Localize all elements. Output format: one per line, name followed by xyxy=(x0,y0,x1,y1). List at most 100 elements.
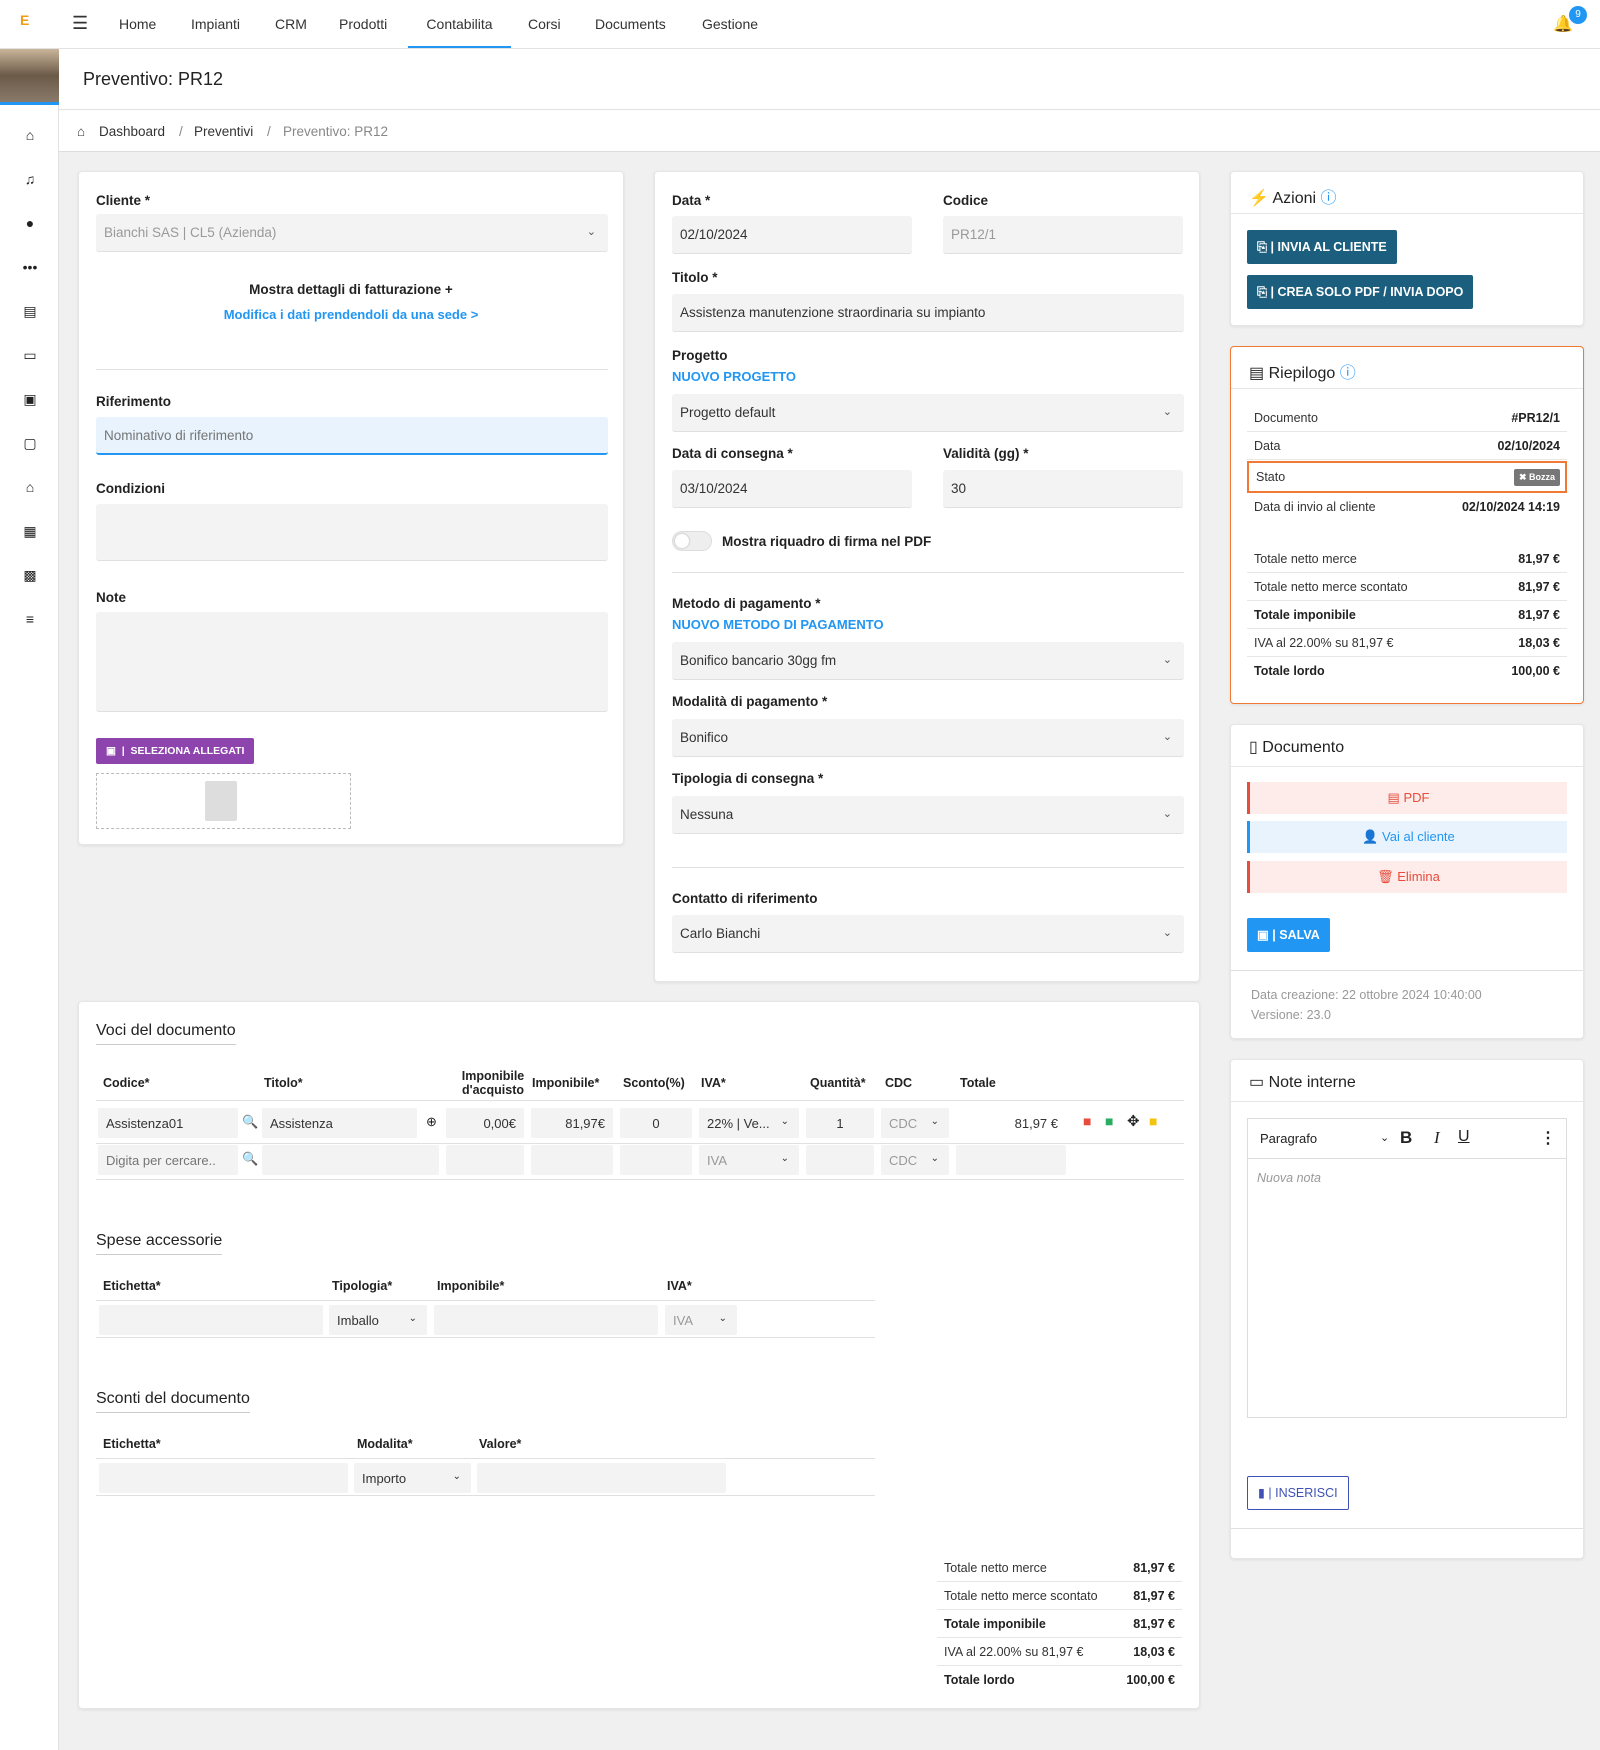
show-billing-toggle[interactable]: Mostra dettagli di fatturazione + xyxy=(249,282,453,297)
search-icon[interactable]: 🔍 xyxy=(242,1114,259,1129)
tipologia-select[interactable]: Nessuna ⌄ xyxy=(672,796,1184,834)
avatar[interactable] xyxy=(0,49,59,105)
chat-icon[interactable]: ● xyxy=(25,215,35,231)
search-icon[interactable]: 🔍 xyxy=(242,1151,259,1166)
nav-prodotti[interactable]: Prodotti xyxy=(339,16,388,32)
edit-from-site-link[interactable]: Modifica i dati prendendoli da una sede … xyxy=(223,307,479,322)
sconto-cell[interactable] xyxy=(620,1145,692,1175)
nav-contabilita[interactable]: Contabilita xyxy=(408,16,511,48)
total-row: Totale imponibile 81,97 € xyxy=(937,1610,1182,1638)
nav-gestione[interactable]: Gestione xyxy=(702,16,759,32)
plus-circle-icon[interactable]: ⊕ xyxy=(426,1114,437,1129)
home-icon[interactable]: ⌂ xyxy=(77,124,86,139)
archive-icon[interactable]: ▢ xyxy=(23,435,37,451)
money-icon[interactable]: ▣ xyxy=(23,391,37,407)
inbox-icon[interactable]: ▭ xyxy=(23,347,37,363)
file-icon: ▯ xyxy=(1249,739,1258,756)
qty-cell[interactable] xyxy=(806,1145,874,1175)
trash-icon[interactable]: ■ xyxy=(1083,1113,1092,1129)
imponibile-cell[interactable] xyxy=(531,1145,613,1175)
imponibile-input[interactable] xyxy=(434,1305,658,1335)
invia-cliente-button[interactable]: ⎘ | INVIA AL CLIENTE xyxy=(1247,230,1397,264)
note-textarea[interactable] xyxy=(96,612,608,712)
iva-select[interactable]: IVA ⌄ xyxy=(699,1145,799,1175)
firma-toggle[interactable] xyxy=(672,531,712,551)
select-attachments-button[interactable]: ▣ | SELEZIONA ALLEGATI xyxy=(96,738,255,764)
data-input[interactable]: 02/10/2024 xyxy=(672,216,912,254)
breadcrumb-preventivi[interactable]: Preventivi xyxy=(194,124,254,139)
cdc-select[interactable]: CDC ⌄ xyxy=(881,1145,949,1175)
metodo-select[interactable]: Bonifico bancario 30gg fm ⌄ xyxy=(672,642,1184,680)
chevron-down-icon: ⌄ xyxy=(586,226,596,238)
nav-crm[interactable]: CRM xyxy=(275,16,307,32)
nav-home[interactable]: Home xyxy=(119,16,157,32)
unlock-icon[interactable]: ■ xyxy=(1149,1113,1158,1129)
imponibile-cell[interactable]: 81,97€ xyxy=(531,1108,613,1138)
contact-icon[interactable]: ▦ xyxy=(23,523,37,539)
settings-icon[interactable]: ≡ xyxy=(25,611,35,627)
titolo-cell[interactable] xyxy=(262,1145,439,1175)
italic-icon[interactable]: I xyxy=(1434,1128,1440,1147)
note-label: Note xyxy=(96,590,126,605)
nav-corsi[interactable]: Corsi xyxy=(528,16,561,32)
acquisto-cell[interactable]: 0,00€ xyxy=(446,1108,524,1138)
etichetta-input[interactable] xyxy=(99,1463,348,1493)
more-icon[interactable]: ⋮ xyxy=(1540,1130,1556,1147)
attachment-dropzone[interactable] xyxy=(96,773,351,829)
riepilogo-title: Riepilogo xyxy=(1268,365,1336,382)
home-icon[interactable]: ⌂ xyxy=(25,127,35,143)
progetto-select[interactable]: Progetto default ⌄ xyxy=(672,394,1184,432)
sconto-cell[interactable]: 0 xyxy=(620,1108,692,1138)
document-icon[interactable]: ▤ xyxy=(23,303,37,319)
logo-icon[interactable]: E xyxy=(20,12,30,28)
underline-icon[interactable]: U xyxy=(1458,1128,1470,1145)
note-editor[interactable]: Paragrafo ⌄ B I U ⋮ Nuova nota xyxy=(1247,1118,1567,1418)
send-icon: ⎘ xyxy=(1257,285,1268,299)
salva-button[interactable]: ▣ | SALVA xyxy=(1247,918,1330,952)
vai-cliente-button[interactable]: 👤 Vai al cliente xyxy=(1247,821,1567,853)
cliente-select[interactable]: Bianchi SAS | CL5 (Azienda) ⌄ xyxy=(96,214,608,252)
contatto-select[interactable]: Carlo Bianchi ⌄ xyxy=(672,915,1184,953)
inserisci-button[interactable]: ▮ | INSERISCI xyxy=(1247,1476,1349,1510)
bank-icon[interactable]: ⌂ xyxy=(25,479,35,495)
breadcrumb-dashboard[interactable]: Dashboard xyxy=(99,124,166,139)
titolo-cell[interactable]: Assistenza xyxy=(262,1108,417,1138)
validita-input[interactable]: 30 xyxy=(943,470,1183,508)
notification-bell-icon[interactable]: 🔔 xyxy=(1553,16,1573,33)
dots-icon[interactable]: ••• xyxy=(22,259,38,275)
book-icon[interactable]: ▩ xyxy=(23,567,37,583)
tipologia-select[interactable]: Imballo ⌄ xyxy=(329,1305,427,1335)
paragraph-select[interactable]: Paragrafo xyxy=(1260,1131,1318,1146)
consegna-input[interactable]: 03/10/2024 xyxy=(672,470,912,508)
nuovo-progetto-link[interactable]: NUOVO PROGETTO xyxy=(672,369,796,384)
crea-pdf-button[interactable]: ⎘ | CREA SOLO PDF / INVIA DOPO xyxy=(1247,275,1474,309)
codice-search-input[interactable] xyxy=(98,1145,238,1175)
bell-icon[interactable]: ♫ xyxy=(24,171,36,187)
elimina-button[interactable]: 🗑 Elimina xyxy=(1247,861,1567,893)
iva-select[interactable]: IVA ⌄ xyxy=(665,1305,737,1335)
qty-cell[interactable]: 1 xyxy=(806,1108,874,1138)
modalita-select[interactable]: Importo ⌄ xyxy=(354,1463,471,1493)
cdc-select[interactable]: CDC ⌄ xyxy=(881,1108,949,1138)
iva-select[interactable]: 22% | Ve... ⌄ xyxy=(699,1108,799,1138)
condizioni-field[interactable] xyxy=(96,504,608,561)
client-card: Cliente * Bianchi SAS | CL5 (Azienda) ⌄ M… xyxy=(78,171,624,845)
copy-icon[interactable]: ■ xyxy=(1105,1113,1114,1129)
riferimento-input[interactable] xyxy=(96,417,608,455)
help-icon: ⓘ xyxy=(1320,190,1337,207)
menu-icon[interactable]: ☰ xyxy=(72,13,89,33)
move-icon[interactable]: ✥ xyxy=(1127,1113,1140,1130)
bold-icon[interactable]: B xyxy=(1400,1128,1413,1147)
nuovo-metodo-link[interactable]: NUOVO METODO DI PAGAMENTO xyxy=(672,617,884,632)
col-modalita: Modalita* xyxy=(357,1437,413,1451)
modalita-select[interactable]: Bonifico ⌄ xyxy=(672,719,1184,757)
nav-documents[interactable]: Documents xyxy=(595,16,666,32)
pdf-button[interactable]: ▤ PDF xyxy=(1247,782,1567,814)
titolo-input[interactable]: Assistenza manutenzione straordinaria su… xyxy=(672,294,1184,332)
acquisto-cell[interactable] xyxy=(446,1145,524,1175)
codice-input[interactable]: PR12/1 xyxy=(943,216,1183,254)
codice-cell[interactable]: Assistenza01 xyxy=(98,1108,238,1138)
etichetta-input[interactable] xyxy=(99,1305,323,1335)
valore-input[interactable] xyxy=(477,1463,726,1493)
nav-impianti[interactable]: Impianti xyxy=(191,16,241,32)
